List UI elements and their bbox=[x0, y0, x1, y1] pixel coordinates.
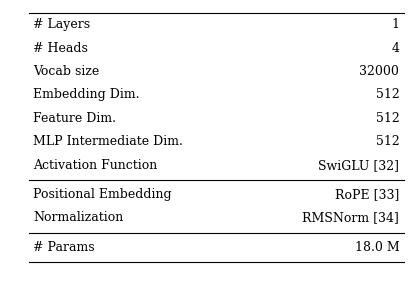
Text: 18.0 M: 18.0 M bbox=[354, 241, 399, 254]
Text: SwiGLU [32]: SwiGLU [32] bbox=[318, 159, 399, 172]
Text: # Heads: # Heads bbox=[33, 41, 88, 55]
Text: # Params: # Params bbox=[33, 241, 95, 254]
Text: 512: 512 bbox=[376, 112, 399, 125]
Text: 4: 4 bbox=[391, 41, 399, 55]
Text: Normalization: Normalization bbox=[33, 211, 124, 225]
Text: 512: 512 bbox=[376, 135, 399, 148]
Text: Positional Embedding: Positional Embedding bbox=[33, 188, 172, 201]
Text: MLP Intermediate Dim.: MLP Intermediate Dim. bbox=[33, 135, 183, 148]
Text: 1: 1 bbox=[391, 18, 399, 31]
Text: # Layers: # Layers bbox=[33, 18, 90, 31]
Text: RMSNorm [34]: RMSNorm [34] bbox=[302, 211, 399, 225]
Text: Vocab size: Vocab size bbox=[33, 65, 99, 78]
Text: Feature Dim.: Feature Dim. bbox=[33, 112, 116, 125]
Text: 512: 512 bbox=[376, 88, 399, 102]
Text: 32000: 32000 bbox=[359, 65, 399, 78]
Text: RoPE [33]: RoPE [33] bbox=[335, 188, 399, 201]
Text: Embedding Dim.: Embedding Dim. bbox=[33, 88, 140, 102]
Text: Activation Function: Activation Function bbox=[33, 159, 158, 172]
